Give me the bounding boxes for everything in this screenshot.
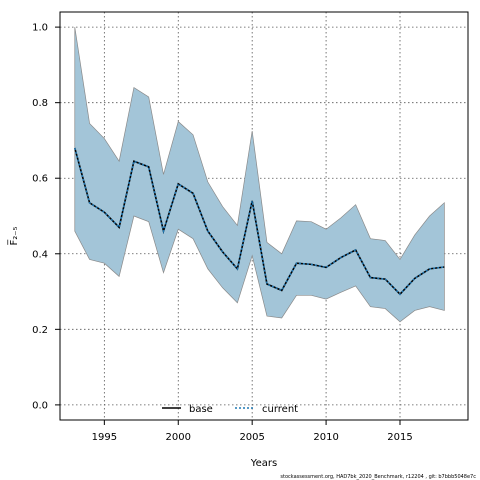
- series-lines: [74, 147, 445, 296]
- y-axis-label: F̅₂₋₅: [7, 226, 20, 245]
- y-tick-label: 0.6: [32, 174, 48, 185]
- x-tick-label: 2015: [387, 432, 412, 443]
- y-axis: 0.0 0.2 0.4 0.6 0.8 1.0: [32, 23, 60, 411]
- x-tick-label: 2005: [239, 432, 264, 443]
- x-tick-label: 2000: [166, 432, 191, 443]
- legend-label-base: base: [189, 404, 213, 415]
- plot-frame: [59, 11, 469, 421]
- x-axis: 1995 2000 2005 2010 2015: [92, 420, 413, 443]
- footer-note: stockassessment.org, HAD7bk_2020_Benchma…: [280, 474, 476, 480]
- x-tick-label: 2010: [313, 432, 338, 443]
- legend: base current: [162, 404, 298, 415]
- y-tick-label: 0.0: [32, 400, 48, 411]
- legend-label-current: current: [262, 404, 298, 415]
- x-tick-label: 1995: [92, 432, 117, 443]
- x-axis-label: Years: [250, 458, 277, 469]
- series-line-current: [74, 147, 445, 296]
- y-tick-label: 0.2: [32, 325, 48, 336]
- y-tick-label: 0.8: [32, 98, 48, 109]
- y-tick-label: 0.4: [32, 249, 48, 260]
- confidence-band: [74, 27, 445, 323]
- y-tick-label: 1.0: [32, 23, 48, 34]
